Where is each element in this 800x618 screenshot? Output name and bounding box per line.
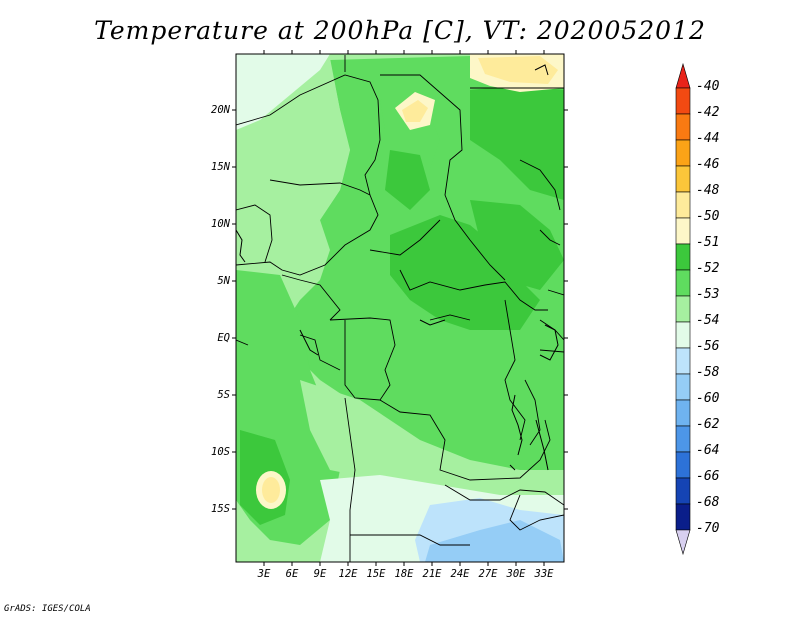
field-c-minus-60-south (425, 520, 564, 562)
colorbar-label: -60 (696, 391, 720, 406)
field-c-minus-56-northwest (236, 54, 330, 130)
longitude-ticks (263, 50, 545, 566)
map-title: Temperature at 200hPa [C], VT: 202005201… (94, 16, 706, 45)
lon-label-21e: 21E (422, 568, 442, 580)
colorbar-swatch (675, 165, 691, 193)
lon-label-3e: 3E (257, 568, 271, 580)
colorbar (675, 62, 691, 556)
colorbar-swatch (675, 321, 691, 349)
colorbar-swatch (675, 347, 691, 375)
field-c-minus-52-east (470, 200, 564, 290)
colorbar-label: -50 (696, 209, 720, 224)
lat-label-15n: 15N (211, 161, 230, 173)
lon-label-12e: 12E (338, 568, 358, 580)
lon-label-24e: 24E (450, 568, 470, 580)
lat-label-20n: 20N (211, 104, 230, 116)
colorbar-swatch (675, 477, 691, 505)
colorbar-label: -66 (696, 469, 720, 484)
colorbar-label: -64 (696, 443, 720, 458)
colorbar-swatch (675, 451, 691, 479)
lat-label-10s: 10S (211, 446, 230, 458)
field-c-minus-54-south (300, 380, 564, 500)
colorbar-swatch (675, 425, 691, 453)
map-frame (235, 53, 565, 563)
colorbar-label: -44 (696, 131, 720, 146)
field-c-minus-50-southwest (262, 477, 280, 503)
colorbar-label: -52 (696, 261, 720, 276)
lat-label-eq: EQ (217, 332, 230, 344)
colorbar-label: -68 (696, 495, 720, 510)
coastlines (236, 64, 559, 471)
colorbar-label: -62 (696, 417, 720, 432)
field-c-minus-50-north (402, 100, 428, 122)
lon-label-15e: 15E (366, 568, 386, 580)
lon-label-33e: 33E (534, 568, 554, 580)
latitude-ticks (232, 109, 568, 510)
colorbar-swatch (675, 295, 691, 323)
lat-label-5n: 5N (217, 275, 230, 287)
lat-label-5s: 5S (217, 389, 230, 401)
lon-label-18e: 18E (394, 568, 414, 580)
colorbar-swatch (675, 503, 691, 531)
colorbar-label: -56 (696, 339, 720, 354)
colorbar-swatch (675, 191, 691, 219)
footer-credit: GrADS: IGES/COLA (4, 604, 91, 614)
field-c-minus-52-center (390, 215, 540, 330)
colorbar-swatch (675, 373, 691, 401)
colorbar-label: -42 (696, 105, 720, 120)
colorbar-swatch (675, 87, 691, 115)
lon-label-6e: 6E (285, 568, 299, 580)
lon-label-9e: 9E (313, 568, 327, 580)
colorbar-label: -46 (696, 157, 720, 172)
colorbar-swatch (675, 113, 691, 141)
field-c-minus-52-mid (385, 150, 430, 210)
lat-label-15s: 15S (211, 503, 230, 515)
colorbar-label: -53 (696, 287, 720, 302)
country-borders (236, 55, 564, 562)
colorbar-swatch (675, 399, 691, 427)
lon-label-30e: 30E (506, 568, 526, 580)
colorbar-bottom-arrow (675, 529, 691, 556)
colorbar-label: -70 (696, 521, 720, 536)
colorbar-swatch (675, 269, 691, 297)
colorbar-swatch (675, 139, 691, 167)
colorbar-label: -54 (696, 313, 720, 328)
colorbar-label: -48 (696, 183, 720, 198)
colorbar-swatch (675, 243, 691, 271)
colorbar-label: -58 (696, 365, 720, 380)
temperature-field (236, 54, 564, 562)
colorbar-label: -51 (696, 235, 720, 250)
colorbar-label: -40 (696, 79, 720, 94)
lat-label-10n: 10N (211, 218, 230, 230)
lon-label-27e: 27E (478, 568, 498, 580)
colorbar-swatch (675, 217, 691, 245)
field-c-minus-50-northeast (478, 56, 558, 84)
colorbar-top-arrow (675, 62, 691, 89)
